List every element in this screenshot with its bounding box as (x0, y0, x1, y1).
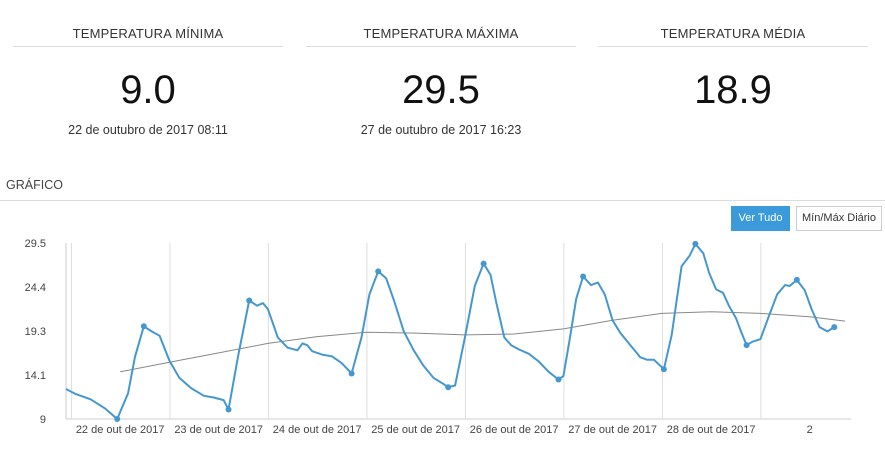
y-tick-label: 19.3 (25, 326, 46, 338)
data-point (348, 370, 355, 377)
stat-avg: TEMPERATURA MÉDIA 18.9 (598, 0, 868, 123)
x-tick-label: 28 de out de 2017 (667, 424, 756, 436)
stat-max: TEMPERATURA MÁXIMA 29.5 27 de outubro de… (306, 0, 576, 137)
data-point (692, 240, 699, 247)
stat-min-title: TEMPERATURA MÍNIMA (13, 0, 283, 47)
stat-max-value: 29.5 (402, 68, 480, 112)
data-point (246, 297, 253, 304)
y-tick-label: 9 (40, 414, 46, 426)
data-point (480, 260, 487, 267)
x-tick-label: 23 de out de 2017 (174, 424, 263, 436)
data-point (225, 406, 232, 413)
x-tick-label: 22 de out de 2017 (76, 424, 165, 436)
data-point (445, 384, 452, 391)
stat-min: TEMPERATURA MÍNIMA 9.0 22 de outubro de … (13, 0, 283, 137)
data-point (140, 323, 147, 330)
data-point (660, 366, 667, 373)
data-point (375, 268, 382, 275)
x-tick-label: 27 de out de 2017 (568, 424, 657, 436)
section-title: GRÁFICO (6, 178, 63, 192)
view-all-button[interactable]: Ver Tudo (731, 206, 790, 231)
daily-min-max-button[interactable]: Mín/Máx Diário (796, 206, 882, 231)
x-tick-label: 25 de out de 2017 (371, 424, 460, 436)
x-tick-label: 26 de out de 2017 (470, 424, 559, 436)
temperature-chart: 29.5 24.4 19.3 14.1 9 22 de out de 2017 23 de … (25, 238, 851, 436)
trend-line (120, 311, 846, 373)
stat-max-title: TEMPERATURA MÁXIMA (306, 0, 576, 47)
stat-avg-value: 18.9 (694, 68, 772, 112)
section-divider (0, 200, 885, 201)
data-point (114, 416, 121, 422)
x-tick-label: 24 de out de 2017 (273, 424, 362, 436)
stat-min-date: 22 de outubro de 2017 08:11 (68, 123, 228, 137)
data-point (743, 342, 750, 349)
data-point (580, 273, 587, 280)
y-tick-label: 29.5 (25, 238, 46, 250)
y-tick-label: 24.4 (25, 282, 46, 294)
stat-min-value: 9.0 (120, 68, 176, 112)
y-tick-label: 14.1 (25, 370, 46, 382)
stat-max-date: 27 de outubro de 2017 16:23 (360, 123, 522, 137)
data-point (793, 276, 800, 283)
data-point (831, 324, 838, 331)
temperature-line (65, 242, 835, 420)
data-point (555, 376, 562, 383)
x-tick-label: 2 (807, 424, 813, 436)
stat-avg-title: TEMPERATURA MÉDIA (598, 0, 868, 47)
